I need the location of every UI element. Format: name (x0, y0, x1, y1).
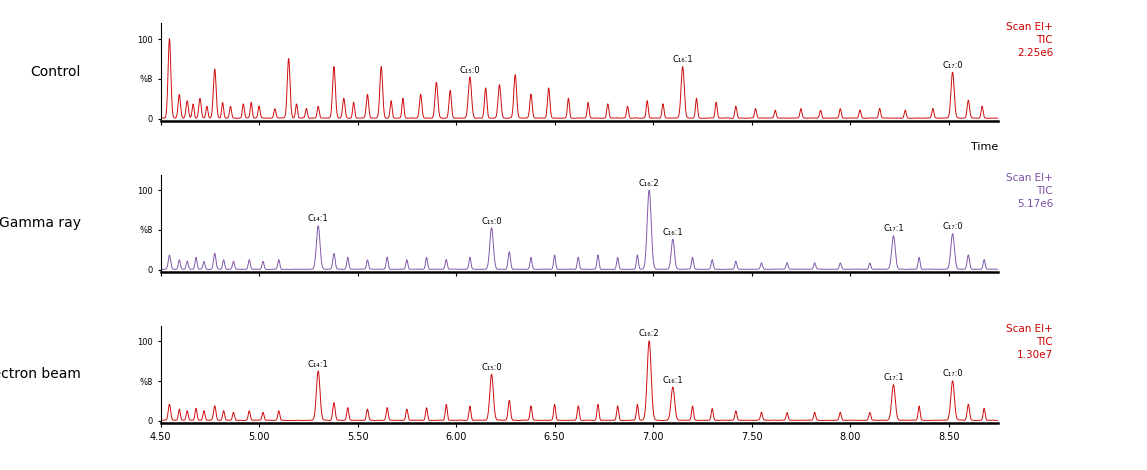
Text: C₁₅:0: C₁₅:0 (482, 217, 502, 226)
Text: Time: Time (970, 142, 998, 152)
Text: C₁₆:1: C₁₆:1 (663, 228, 684, 237)
Text: C₁₄:1: C₁₄:1 (307, 360, 328, 368)
Text: C₁₆:2: C₁₆:2 (639, 179, 660, 188)
Text: Control: Control (31, 65, 81, 79)
Text: C₁₅:0: C₁₅:0 (460, 66, 481, 75)
Text: Scan EI+
TIC
5.17e6: Scan EI+ TIC 5.17e6 (1006, 172, 1053, 209)
Text: C₁₇:0: C₁₇:0 (943, 369, 962, 378)
Text: C₁₄:1: C₁₄:1 (307, 214, 328, 223)
Text: C₁₇:0: C₁₇:0 (943, 222, 962, 231)
Text: C₁₇:1: C₁₇:1 (883, 373, 904, 382)
Text: C₁₆:2: C₁₆:2 (639, 329, 660, 338)
Text: Scan EI+
TIC
1.30e7: Scan EI+ TIC 1.30e7 (1006, 324, 1053, 360)
Text: C₁₇:0: C₁₇:0 (943, 61, 962, 70)
Text: C₁₆:1: C₁₆:1 (663, 376, 684, 384)
Text: C₁₆:1: C₁₆:1 (672, 55, 693, 64)
Text: Scan EI+
TIC
2.25e6: Scan EI+ TIC 2.25e6 (1006, 22, 1053, 58)
Text: Electron beam: Electron beam (0, 367, 81, 381)
Text: C₁₇:1: C₁₇:1 (883, 225, 904, 234)
Text: C₁₅:0: C₁₅:0 (482, 363, 502, 372)
Text: Gamma ray: Gamma ray (0, 216, 81, 230)
